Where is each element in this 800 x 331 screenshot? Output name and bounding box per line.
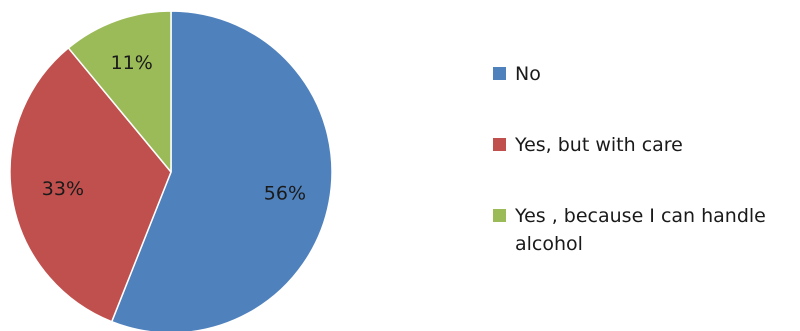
data-label-yes-with-care: 33% bbox=[42, 178, 84, 200]
legend-label-yes-handle-alcohol: Yes , because I can handle alcohol bbox=[515, 205, 766, 255]
legend-item-yes-handle-alcohol: Yes , because I can handle alcohol bbox=[491, 202, 796, 258]
legend-item-no: No bbox=[491, 60, 796, 88]
legend-label-no: No bbox=[515, 63, 541, 85]
legend-label-yes-with-care: Yes, but with care bbox=[515, 134, 683, 156]
legend-swatch-no bbox=[493, 67, 506, 80]
legend-item-yes-with-care: Yes, but with care bbox=[491, 131, 796, 159]
legend: No Yes, but with care Yes , because I ca… bbox=[491, 60, 796, 258]
data-label-no: 56% bbox=[264, 183, 306, 205]
legend-swatch-yes-with-care bbox=[493, 138, 506, 151]
data-label-yes-handle-alcohol: 11% bbox=[111, 52, 153, 74]
legend-swatch-yes-handle-alcohol bbox=[493, 209, 506, 222]
pie-slice-no bbox=[110, 10, 333, 331]
pie-slice-yes-with-care bbox=[9, 47, 172, 323]
pie-slice-yes-handle-alcohol bbox=[67, 10, 172, 173]
